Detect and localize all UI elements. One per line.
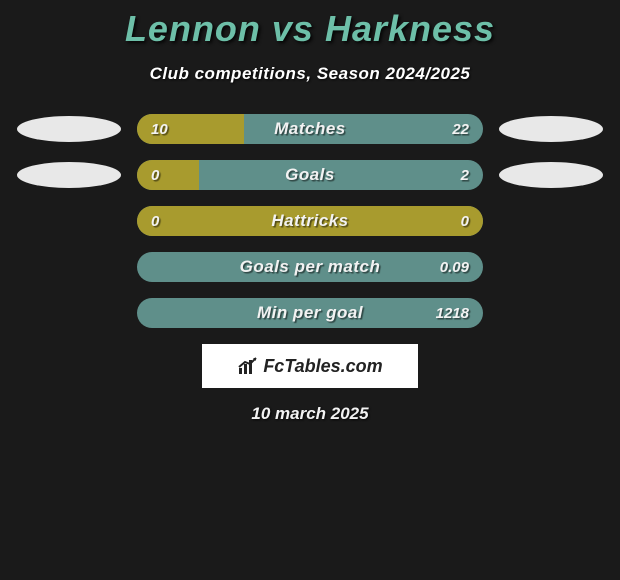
stat-value-right: 0 bbox=[461, 206, 469, 236]
chart-icon bbox=[237, 356, 259, 376]
player-left-badge bbox=[17, 116, 121, 142]
spacer bbox=[499, 300, 603, 326]
player-left-badge bbox=[17, 162, 121, 188]
stat-label: Min per goal bbox=[137, 298, 483, 328]
stat-bar: 0Hattricks0 bbox=[137, 206, 483, 236]
stat-value-right: 1218 bbox=[436, 298, 469, 328]
stat-value-right: 0.09 bbox=[440, 252, 469, 282]
stat-value-right: 22 bbox=[452, 114, 469, 144]
stat-row: Goals per match0.09 bbox=[0, 252, 620, 282]
stat-row: 0Hattricks0 bbox=[0, 206, 620, 236]
page-title: Lennon vs Harkness bbox=[0, 0, 620, 50]
stat-row: 0Goals2 bbox=[0, 160, 620, 190]
spacer bbox=[499, 254, 603, 280]
stat-row: 10Matches22 bbox=[0, 114, 620, 144]
stat-bar: 10Matches22 bbox=[137, 114, 483, 144]
stats-container: 10Matches220Goals20Hattricks0Goals per m… bbox=[0, 114, 620, 328]
spacer bbox=[17, 300, 121, 326]
stat-label: Hattricks bbox=[137, 206, 483, 236]
stat-bar: Goals per match0.09 bbox=[137, 252, 483, 282]
stat-bar: 0Goals2 bbox=[137, 160, 483, 190]
stat-row: Min per goal1218 bbox=[0, 298, 620, 328]
branding-text: FcTables.com bbox=[263, 356, 382, 377]
stat-label: Goals per match bbox=[137, 252, 483, 282]
branding-badge: FcTables.com bbox=[202, 344, 418, 388]
subtitle: Club competitions, Season 2024/2025 bbox=[0, 64, 620, 84]
player-right-badge bbox=[499, 116, 603, 142]
date-text: 10 march 2025 bbox=[0, 404, 620, 424]
stat-bar: Min per goal1218 bbox=[137, 298, 483, 328]
spacer bbox=[17, 254, 121, 280]
stat-label: Goals bbox=[137, 160, 483, 190]
spacer bbox=[499, 208, 603, 234]
player-right-badge bbox=[499, 162, 603, 188]
stat-value-right: 2 bbox=[461, 160, 469, 190]
stat-label: Matches bbox=[137, 114, 483, 144]
spacer bbox=[17, 208, 121, 234]
